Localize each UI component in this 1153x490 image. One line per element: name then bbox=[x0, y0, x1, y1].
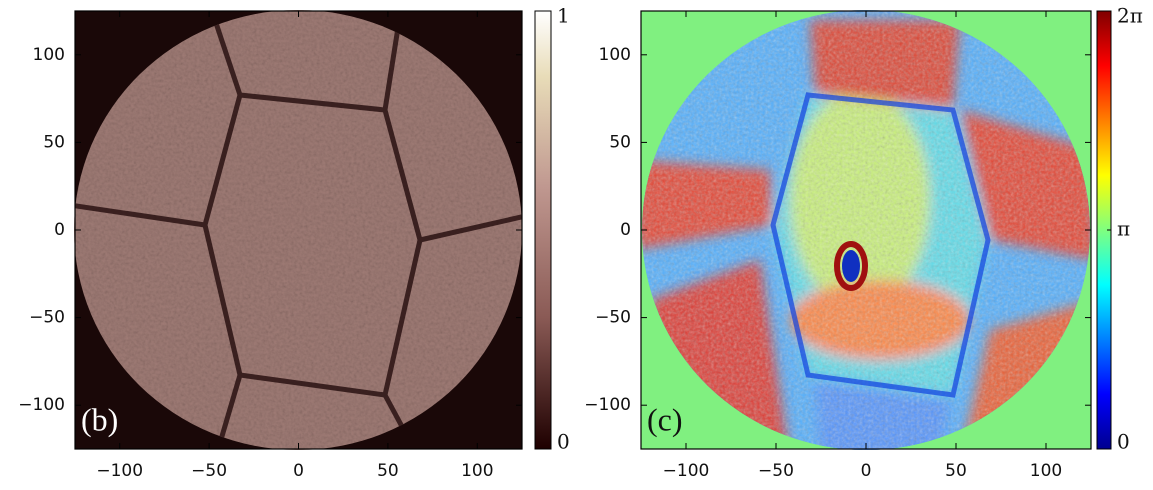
x-tick-label: −100 bbox=[96, 461, 143, 481]
colorbar bbox=[534, 10, 552, 450]
y-tick-label: −50 bbox=[29, 308, 65, 328]
image-c bbox=[641, 10, 1091, 450]
y-tick-label: −100 bbox=[584, 395, 631, 415]
colorbar-tick-label: 0 bbox=[1117, 430, 1130, 454]
colorbar-tick-label: 1 bbox=[557, 4, 570, 28]
y-tick-label: 100 bbox=[599, 45, 631, 65]
y-tick-label: 100 bbox=[33, 45, 65, 65]
y-tick-label: −100 bbox=[18, 395, 65, 415]
y-tick-label: 0 bbox=[54, 220, 65, 240]
y-tick-label: −50 bbox=[595, 308, 631, 328]
x-tick-label: 100 bbox=[1030, 461, 1062, 481]
x-tick-label: 50 bbox=[377, 461, 399, 481]
x-tick-label: 0 bbox=[861, 461, 872, 481]
panel-label: (b) bbox=[81, 401, 118, 437]
panel-label: (c) bbox=[647, 401, 683, 437]
colorbar-tick-label: π bbox=[1117, 217, 1130, 241]
y-tick-label: 50 bbox=[43, 132, 65, 152]
x-tick-label: 50 bbox=[945, 461, 967, 481]
image-b bbox=[74, 10, 522, 450]
x-tick-label: −50 bbox=[191, 461, 227, 481]
x-tick-label: −50 bbox=[758, 461, 794, 481]
x-tick-label: 100 bbox=[461, 461, 493, 481]
colorbar-tick-label: 0 bbox=[557, 430, 570, 454]
x-tick-label: −100 bbox=[663, 461, 710, 481]
x-tick-label: 0 bbox=[293, 461, 304, 481]
colorbar-tick-label: 2π bbox=[1117, 4, 1143, 28]
y-tick-label: 50 bbox=[609, 132, 631, 152]
y-tick-label: 0 bbox=[620, 220, 631, 240]
